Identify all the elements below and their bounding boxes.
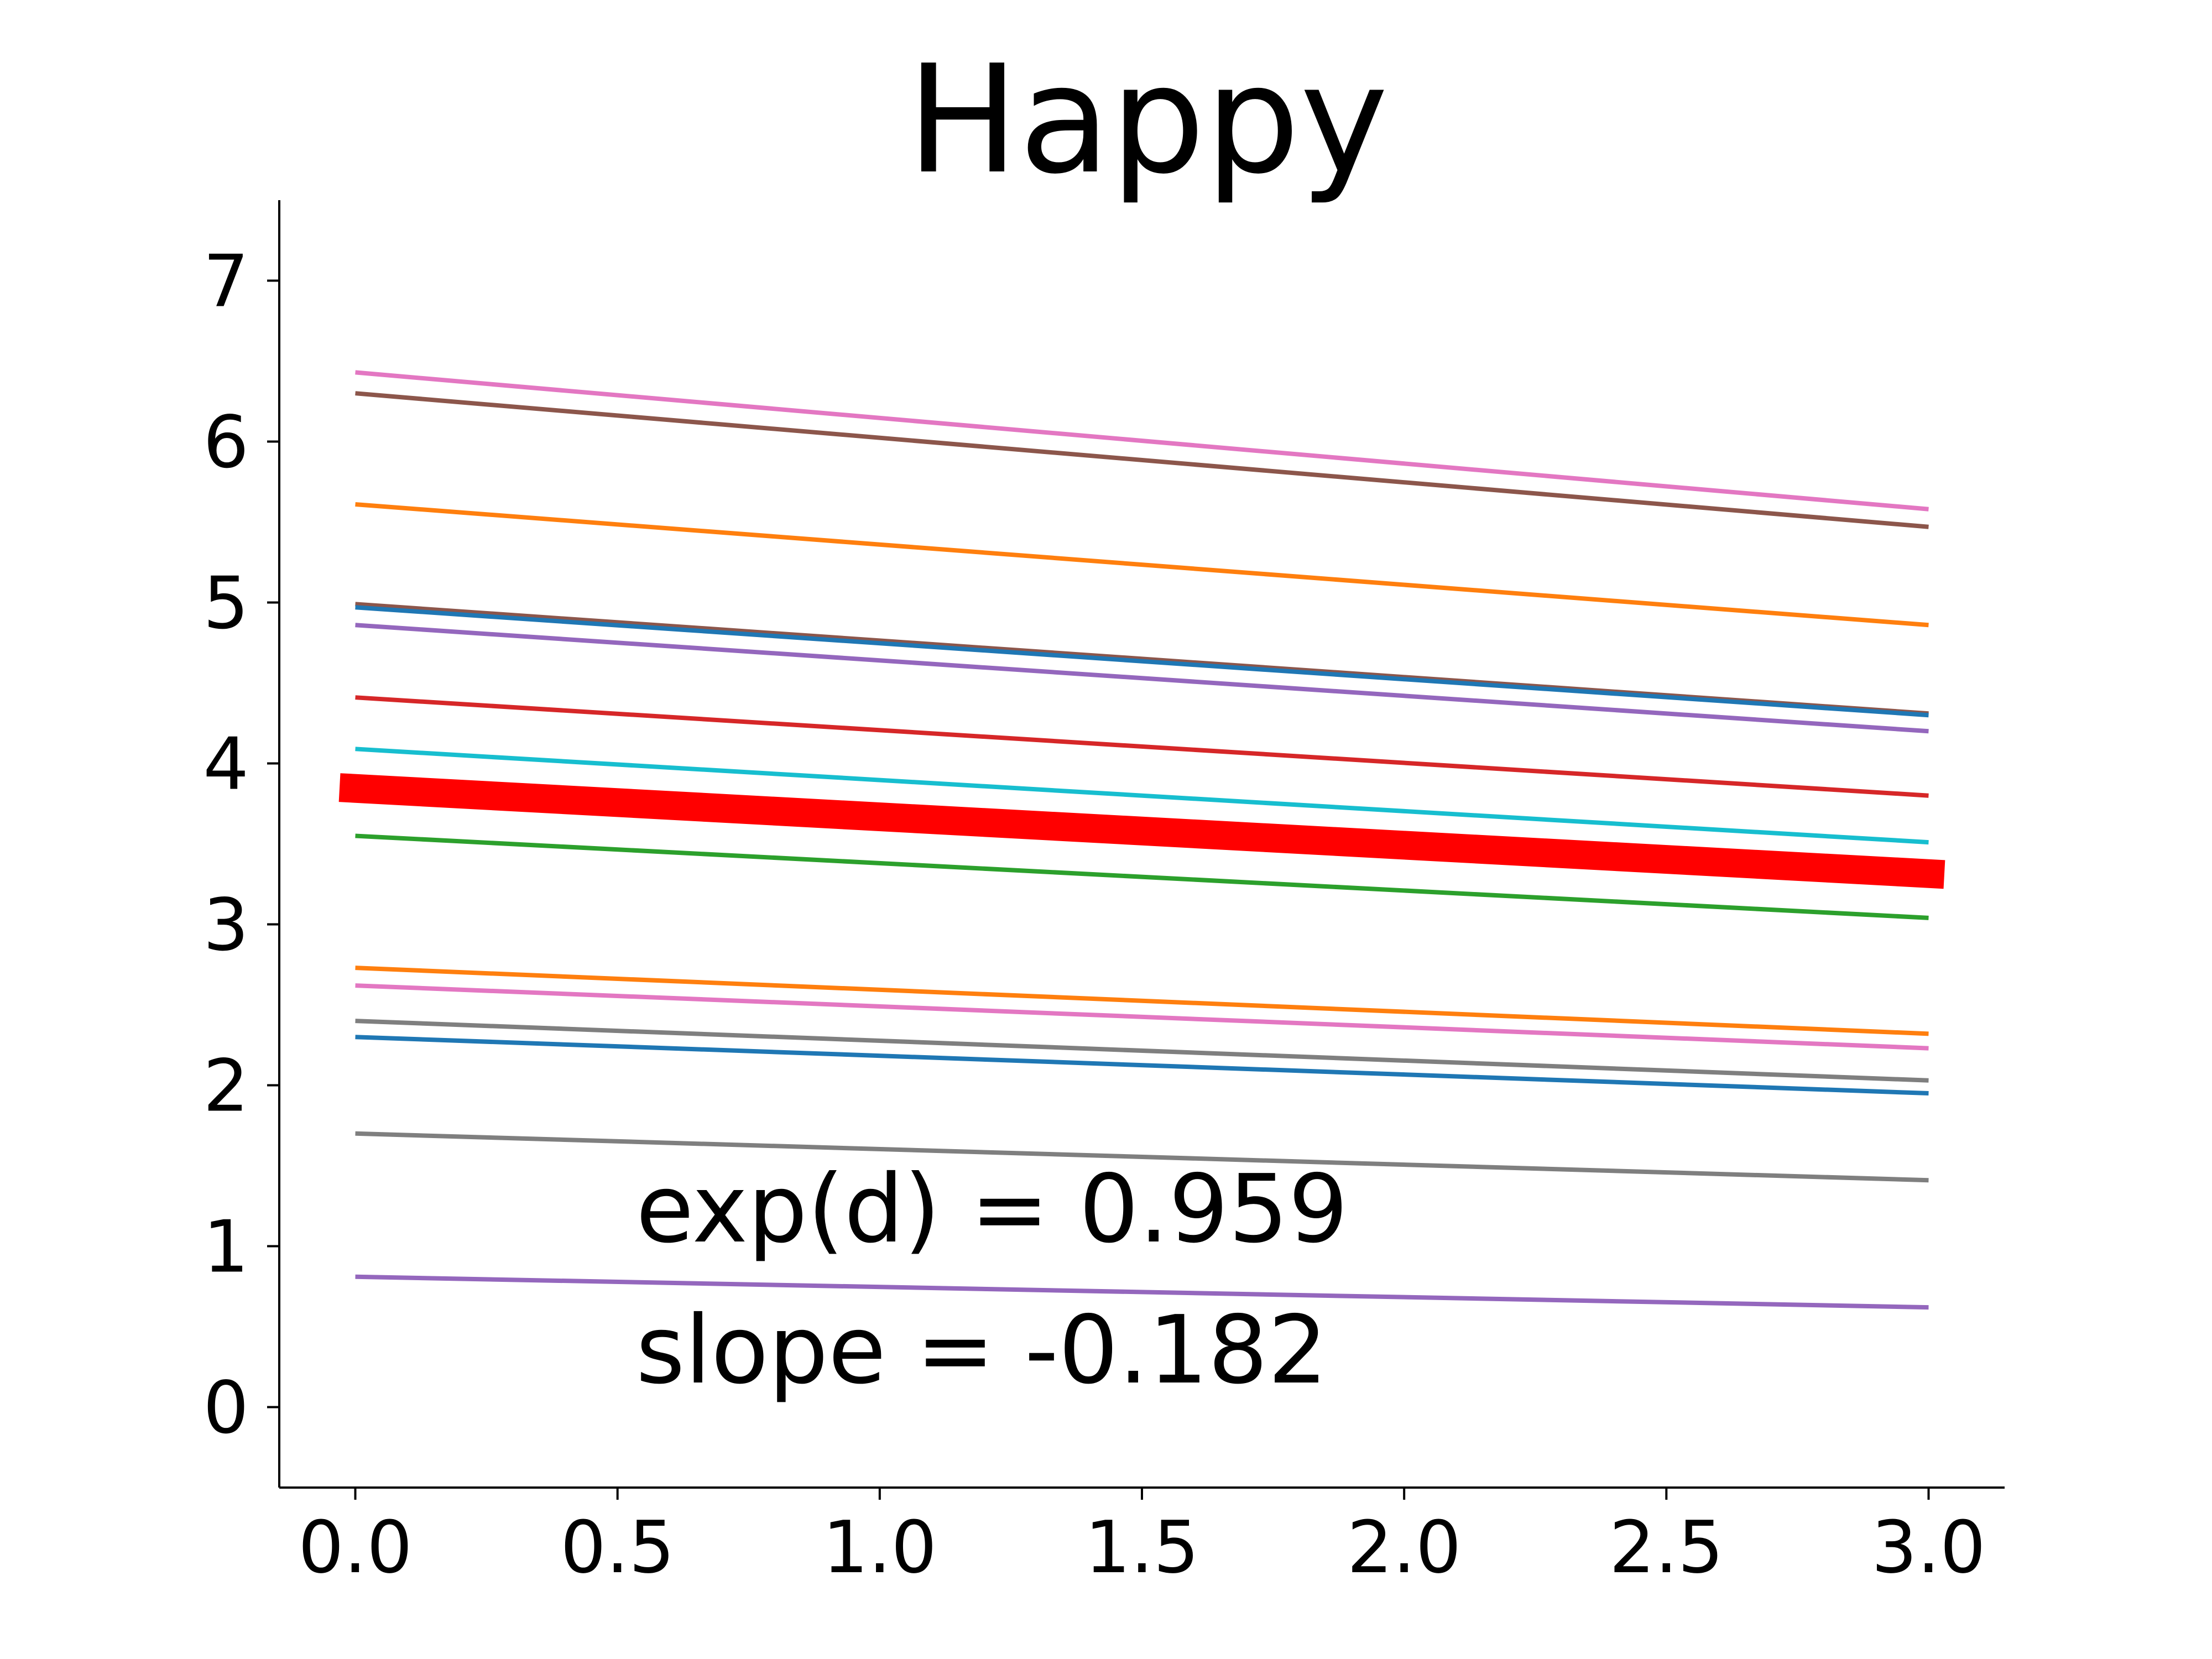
x-tick-label: 1.5 — [1085, 1505, 1199, 1589]
x-ticks: 0.0 0.5 1.0 1.5 2.0 2.5 3.0 — [298, 1488, 1986, 1589]
x-tick-label: 2.5 — [1609, 1505, 1724, 1589]
chart-title: Happy — [906, 33, 1388, 207]
series-line-2 — [355, 391, 1929, 529]
y-tick-label: 5 — [203, 561, 249, 645]
series-line-14 — [355, 1131, 1929, 1183]
y-tick-label: 2 — [203, 1044, 249, 1128]
series-line-12 — [355, 1019, 1929, 1083]
series-line-8 — [355, 747, 1929, 845]
series-line-1 — [355, 370, 1929, 512]
series-line-15 — [355, 1274, 1929, 1310]
mean-line — [338, 773, 1945, 889]
x-tick-label: 2.0 — [1347, 1505, 1462, 1589]
y-tick-label: 7 — [203, 239, 249, 324]
series-line-11 — [355, 983, 1929, 1051]
series-layer — [355, 370, 1929, 1310]
series-line-7 — [355, 695, 1929, 798]
x-tick-label: 0.5 — [560, 1505, 675, 1589]
series-line-13 — [355, 1035, 1929, 1096]
y-tick-label: 4 — [203, 722, 249, 806]
x-tick-label: 3.0 — [1871, 1505, 1986, 1589]
series-line-6 — [355, 623, 1929, 734]
series-line-3 — [355, 502, 1929, 628]
slope-annotation: slope = -0.182 — [636, 1296, 1328, 1405]
series-line-10 — [355, 966, 1929, 1036]
series-line-5 — [355, 605, 1929, 718]
x-tick-label: 0.0 — [298, 1505, 413, 1589]
y-tick-label: 0 — [203, 1366, 249, 1450]
exp-d-annotation: exp(d) = 0.959 — [636, 1155, 1348, 1264]
mean-layer — [338, 773, 1945, 889]
y-tick-label: 1 — [203, 1205, 249, 1289]
y-ticks: 0 1 2 3 4 5 6 7 — [203, 239, 279, 1450]
y-tick-label: 3 — [203, 883, 249, 967]
series-line-9 — [355, 833, 1929, 920]
y-tick-label: 6 — [203, 400, 249, 484]
x-tick-label: 1.0 — [822, 1505, 937, 1589]
